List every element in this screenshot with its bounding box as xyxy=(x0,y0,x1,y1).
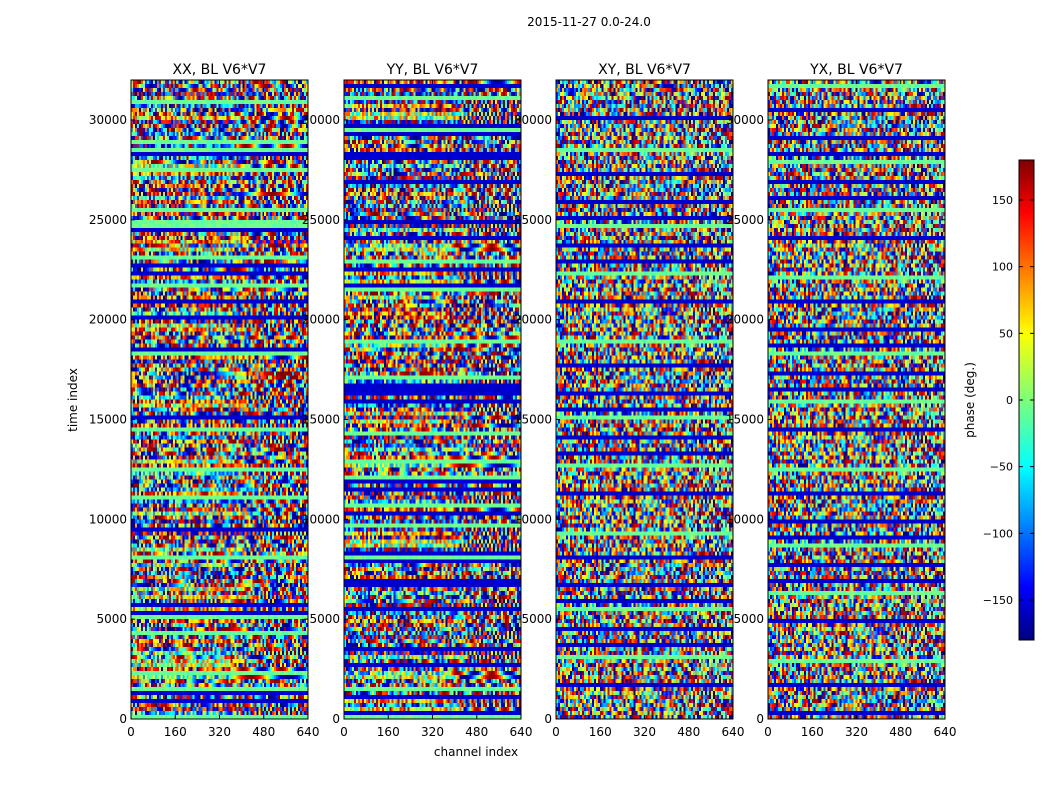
y-tick-label: 30000 xyxy=(302,113,340,127)
x-tick-label: 480 xyxy=(677,725,700,739)
y-tick-label: 30000 xyxy=(726,113,764,127)
x-tick-label: 320 xyxy=(208,725,231,739)
y-tick-label: 10000 xyxy=(89,512,127,526)
panel-title: YY, BL V6*V7 xyxy=(386,62,479,78)
x-tick-label: 640 xyxy=(722,725,745,739)
y-tick-label: 25000 xyxy=(514,213,552,227)
y-tick-label: 5000 xyxy=(309,612,340,626)
x-tick-label: 640 xyxy=(510,725,533,739)
panel: XX, BL V6*V7 0 160 320 480 640 0 5000 10000 15000… xyxy=(89,62,320,739)
phase-heatmap xyxy=(131,80,308,719)
y-tick-label: 10000 xyxy=(514,512,552,526)
colorbar-tick-label: −50 xyxy=(990,461,1013,474)
y-tick-label: 25000 xyxy=(726,213,764,227)
colorbar-tick-label: −150 xyxy=(983,594,1013,607)
colorbar-tick-label: −100 xyxy=(983,527,1013,540)
y-tick-label: 0 xyxy=(119,712,127,726)
x-tick-label: 160 xyxy=(589,725,612,739)
x-axis-label: channel index xyxy=(434,745,518,759)
y-tick-label: 15000 xyxy=(302,412,340,426)
y-tick-label: 15000 xyxy=(89,412,127,426)
x-tick-label: 640 xyxy=(934,725,957,739)
phase-heatmap xyxy=(344,80,521,719)
x-tick-label: 480 xyxy=(252,725,275,739)
colorbar-tick-label: 0 xyxy=(1006,394,1013,407)
x-tick-label: 320 xyxy=(633,725,656,739)
x-tick-label: 160 xyxy=(801,725,824,739)
panel: XY, BL V6*V7 0 160 320 480 640 0 5000 10000 15000… xyxy=(514,62,745,739)
y-tick-label: 20000 xyxy=(726,313,764,327)
y-tick-label: 30000 xyxy=(514,113,552,127)
y-tick-label: 15000 xyxy=(726,412,764,426)
y-tick-label: 5000 xyxy=(733,612,764,626)
x-tick-label: 160 xyxy=(164,725,187,739)
y-tick-label: 20000 xyxy=(514,313,552,327)
colorbar-tick-label: 100 xyxy=(992,261,1013,274)
colorbar-label: phase (deg.) xyxy=(963,362,977,438)
x-tick-label: 480 xyxy=(465,725,488,739)
panel-title: XY, BL V6*V7 xyxy=(598,62,691,78)
y-tick-label: 25000 xyxy=(302,213,340,227)
colorbar-tick-label: 150 xyxy=(992,194,1013,207)
y-axis-label: time index xyxy=(66,368,80,432)
y-tick-label: 0 xyxy=(544,712,552,726)
colorbar-tick-label: 50 xyxy=(999,327,1013,340)
y-tick-label: 20000 xyxy=(302,313,340,327)
panel-title: XX, BL V6*V7 xyxy=(173,62,267,78)
x-tick-label: 0 xyxy=(127,725,135,739)
phase-heatmap xyxy=(768,80,945,719)
x-tick-label: 0 xyxy=(340,725,348,739)
y-tick-label: 25000 xyxy=(89,213,127,227)
phase-heatmap xyxy=(556,80,733,719)
y-tick-label: 30000 xyxy=(89,113,127,127)
colorbar: 150 100 50 0 −50 −100 −150 phase (deg.) xyxy=(963,159,1035,641)
y-tick-label: 5000 xyxy=(521,612,552,626)
y-tick-label: 20000 xyxy=(89,313,127,327)
y-tick-label: 10000 xyxy=(726,512,764,526)
panel-title: YX, BL V6*V7 xyxy=(809,62,903,78)
y-tick-label: 0 xyxy=(332,712,340,726)
x-tick-label: 160 xyxy=(377,725,400,739)
x-tick-label: 640 xyxy=(297,725,320,739)
panel: YY, BL V6*V7 0 160 320 480 640 0 5000 10000 15000… xyxy=(302,62,533,739)
x-tick-label: 320 xyxy=(845,725,868,739)
x-tick-label: 480 xyxy=(889,725,912,739)
figure-suptitle: 2015-11-27 0.0-24.0 xyxy=(527,15,651,29)
panel: YX, BL V6*V7 0 160 320 480 640 0 5000 10000 15000… xyxy=(726,62,957,739)
y-tick-label: 15000 xyxy=(514,412,552,426)
colorbar-ticks: 150 100 50 0 −50 −100 −150 xyxy=(983,194,1034,607)
x-tick-label: 0 xyxy=(552,725,560,739)
panels: XX, BL V6*V7 0 160 320 480 640 0 5000 10000 15000… xyxy=(89,62,957,739)
y-tick-label: 0 xyxy=(756,712,764,726)
x-tick-label: 0 xyxy=(764,725,772,739)
y-tick-label: 5000 xyxy=(96,612,127,626)
x-tick-label: 320 xyxy=(421,725,444,739)
y-tick-label: 10000 xyxy=(302,512,340,526)
